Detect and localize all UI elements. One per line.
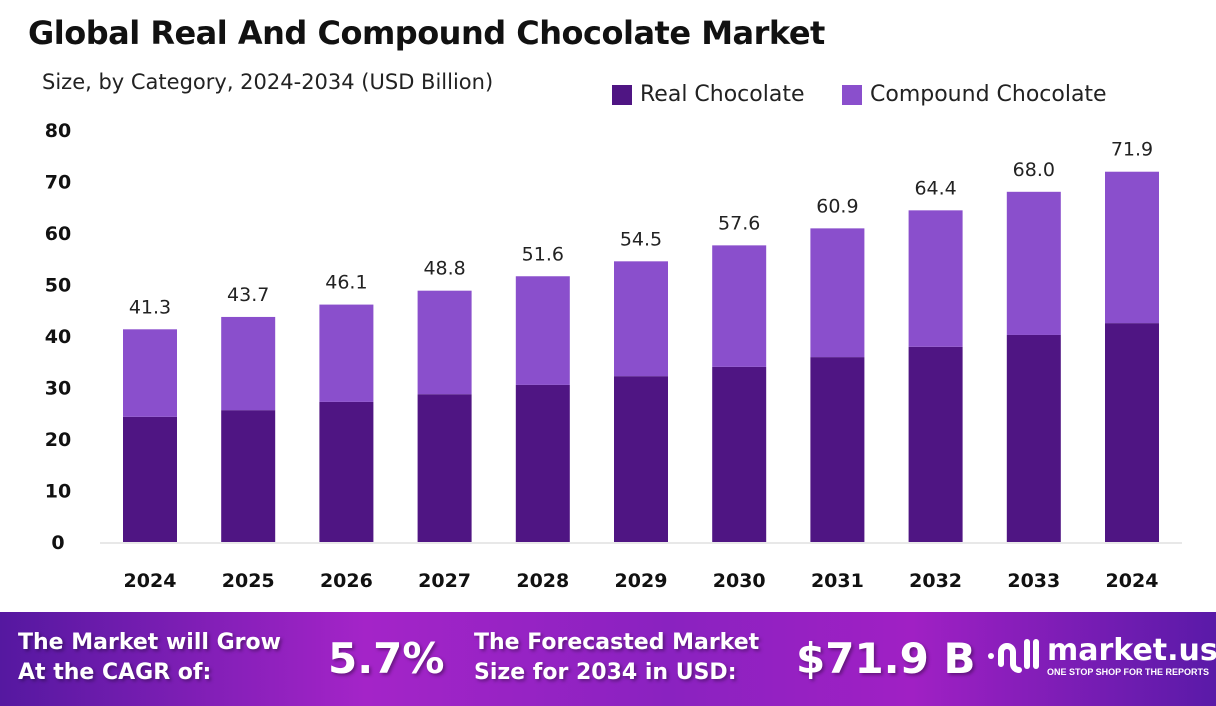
bar-compound-chocolate <box>614 261 668 377</box>
bar-real-chocolate <box>123 416 177 542</box>
y-tick-label: 40 <box>45 326 71 348</box>
bar-compound-chocolate <box>712 245 767 367</box>
forecast-label-line1: The Forecasted Market <box>474 630 760 655</box>
data-label-total: 68.0 <box>1013 159 1055 181</box>
x-tick-label: 2024 <box>124 570 177 592</box>
bar-real-chocolate <box>417 394 472 542</box>
forecast-label-line2: Size for 2034 in USD: <box>474 660 737 685</box>
x-tick-label: 2028 <box>516 570 569 592</box>
x-tick-label: 2029 <box>615 570 668 592</box>
data-label-total: 57.6 <box>718 212 760 234</box>
data-label-total: 54.5 <box>620 228 662 250</box>
legend-swatch <box>842 84 862 105</box>
chart-title: Global Real And Compound Chocolate Marke… <box>28 14 825 52</box>
forecast-value: $71.9 B <box>796 634 976 683</box>
data-label-total: 41.3 <box>129 296 171 318</box>
bar-real-chocolate <box>712 366 767 542</box>
logo-icon <box>988 639 1039 673</box>
y-tick-label: 30 <box>45 378 71 400</box>
data-label-total: 51.6 <box>522 243 564 265</box>
data-label-total: 43.7 <box>227 284 269 306</box>
x-tick-label: 2026 <box>320 570 373 592</box>
bar-real-chocolate <box>515 384 570 542</box>
y-tick-label: 20 <box>45 429 71 451</box>
x-tick-label: 2030 <box>713 570 766 592</box>
data-label-total: 71.9 <box>1111 139 1153 161</box>
bar-real-chocolate <box>1006 334 1061 542</box>
logo-tagline: ONE STOP SHOP FOR THE REPORTS <box>1047 666 1210 677</box>
x-tick-label: 2027 <box>418 570 471 592</box>
bar-real-chocolate <box>1105 323 1159 542</box>
bar-compound-chocolate <box>319 304 374 402</box>
data-label-total: 48.8 <box>423 258 465 280</box>
legend-real-chocolate: Real Chocolate <box>612 82 805 107</box>
legend-swatch <box>612 84 632 105</box>
cagr-label-line1: The Market will Grow <box>18 630 281 655</box>
market-us-logo: market.us ONE STOP SHOP FOR THE REPORTS <box>985 634 1216 678</box>
x-tick-label: 2024 <box>1106 570 1159 592</box>
cagr-label-line2: At the CAGR of: <box>18 660 212 685</box>
bar-real-chocolate <box>810 357 865 542</box>
bar-real-chocolate <box>614 376 668 542</box>
y-tick-label: 80 <box>45 120 71 142</box>
chart-subtitle: Size, by Category, 2024-2034 (USD Billio… <box>42 70 494 94</box>
legend-compound-chocolate: Compound Chocolate <box>842 82 1107 107</box>
y-tick-label: 50 <box>45 275 71 297</box>
x-tick-label: 2033 <box>1007 570 1060 592</box>
cagr-value: 5.7% <box>328 634 445 683</box>
bar-compound-chocolate <box>1006 191 1061 335</box>
bar-compound-chocolate <box>221 316 276 411</box>
bar-compound-chocolate <box>1105 171 1159 324</box>
legend-label: Real Chocolate <box>640 82 805 107</box>
bar-compound-chocolate <box>908 210 963 347</box>
footer-banner: The Market will Grow At the CAGR of: 5.7%… <box>0 612 1216 706</box>
y-tick-label: 60 <box>45 223 71 245</box>
data-label-total: 60.9 <box>816 195 858 217</box>
legend-label: Compound Chocolate <box>870 82 1107 107</box>
bar-compound-chocolate <box>810 228 865 358</box>
x-tick-label: 2025 <box>222 570 275 592</box>
bar-real-chocolate <box>221 410 276 542</box>
y-tick-label: 0 <box>51 532 64 554</box>
data-label-total: 64.4 <box>914 177 956 199</box>
y-tick-label: 70 <box>45 172 71 194</box>
bar-compound-chocolate <box>515 276 570 385</box>
x-tick-label: 2031 <box>811 570 864 592</box>
x-tick-label: 2032 <box>909 570 962 592</box>
bar-real-chocolate <box>319 401 374 542</box>
y-tick-label: 10 <box>45 481 71 503</box>
bar-compound-chocolate <box>417 290 472 395</box>
bar-real-chocolate <box>908 346 963 542</box>
chart-plot: 0102030405060708041.3202443.7202546.1202… <box>45 120 1182 592</box>
data-label-total: 46.1 <box>325 272 367 294</box>
bar-compound-chocolate <box>123 329 177 417</box>
logo-name: market.us <box>1047 632 1216 668</box>
